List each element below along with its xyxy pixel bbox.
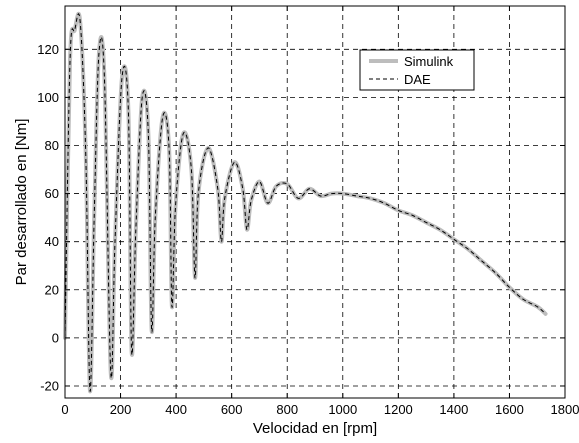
y-axis-label: Par desarrollado en [Nm] [13, 119, 30, 286]
y-tick-labels: -20 0 20 40 60 80 100 120 [37, 42, 59, 394]
plot-frame [64, 5, 566, 399]
legend-label-simulink: Simulink [404, 54, 454, 69]
tick-marks [64, 6, 566, 398]
x-tick-label: 400 [165, 402, 187, 417]
legend-label-dae: DAE [404, 72, 431, 87]
series-layer [63, 12, 548, 393]
x-tick-labels: 0 200 400 600 800 1000 1200 1400 1600 1800 [61, 402, 579, 417]
x-tick-label: 0 [61, 402, 68, 417]
x-tick-label: 800 [276, 402, 298, 417]
grid-lines [65, 6, 565, 398]
legend-box [359, 49, 475, 91]
y-tick-label: 20 [45, 282, 59, 297]
x-tick-label: 1600 [495, 402, 524, 417]
x-tick-label: 200 [110, 402, 132, 417]
y-tick-label: 40 [45, 234, 59, 249]
y-tick-label: 120 [37, 42, 59, 57]
y-tick-label: 60 [45, 186, 59, 201]
y-tick-label: 0 [52, 330, 59, 345]
y-tick-label: 100 [37, 90, 59, 105]
legend: Simulink DAE [359, 49, 475, 91]
series-line-dae [64, 13, 546, 392]
x-tick-label: 1800 [551, 402, 579, 417]
y-tick-label: 80 [45, 138, 59, 153]
x-tick-label: 1400 [439, 402, 468, 417]
x-tick-label: 600 [221, 402, 243, 417]
x-tick-label: 1000 [328, 402, 357, 417]
y-tick-label: -20 [40, 378, 59, 393]
x-tick-label: 1200 [384, 402, 413, 417]
plot-background [65, 6, 565, 398]
x-axis-label: Velocidad en [rpm] [253, 420, 377, 437]
